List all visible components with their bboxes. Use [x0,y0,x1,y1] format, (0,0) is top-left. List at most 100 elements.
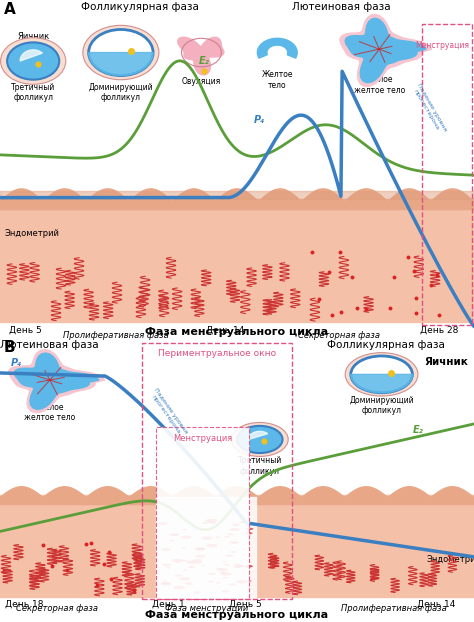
Circle shape [89,29,153,76]
Ellipse shape [216,568,223,570]
Circle shape [0,38,66,85]
Ellipse shape [225,554,233,557]
Ellipse shape [233,564,242,567]
Ellipse shape [246,580,252,582]
Ellipse shape [208,573,216,575]
Circle shape [231,422,288,457]
Text: День 1: День 1 [152,600,185,608]
FancyBboxPatch shape [156,427,249,600]
Ellipse shape [192,559,202,562]
Text: Фаза менструального цикла: Фаза менструального цикла [146,327,328,337]
Polygon shape [9,350,105,412]
Ellipse shape [244,565,253,568]
Ellipse shape [184,582,193,585]
Text: Периментруальное окно: Периментруальное окно [158,349,276,358]
Ellipse shape [220,572,227,573]
Ellipse shape [181,547,186,549]
Text: Лютеиновая фаза: Лютеиновая фаза [292,2,391,12]
Text: Зрелое
желтое тело: Зрелое желтое тело [354,75,405,95]
Ellipse shape [246,527,254,530]
Ellipse shape [229,583,236,585]
Ellipse shape [196,547,206,550]
Text: Яичник: Яичник [17,32,49,40]
Text: Желтое
тело: Желтое тело [262,70,293,90]
Polygon shape [14,353,99,409]
Polygon shape [105,37,137,46]
Ellipse shape [161,582,170,584]
Ellipse shape [201,536,213,540]
Polygon shape [340,14,432,86]
Text: Менструация: Менструация [173,434,232,443]
Ellipse shape [172,534,180,536]
Ellipse shape [161,582,171,585]
Text: P₄: P₄ [10,358,22,368]
Polygon shape [345,18,426,83]
Text: День 5: День 5 [229,600,262,608]
Text: День 14: День 14 [206,325,244,335]
Ellipse shape [180,560,187,562]
Ellipse shape [176,562,180,563]
Ellipse shape [183,570,188,571]
Ellipse shape [221,572,232,575]
Ellipse shape [175,575,182,577]
Text: Фолликулярная фаза: Фолликулярная фаза [328,340,445,350]
Ellipse shape [180,577,191,580]
Text: Пролиферативная фаза: Пролиферативная фаза [340,603,447,613]
Ellipse shape [227,533,234,536]
Text: Менструация: Менструация [415,40,469,50]
Polygon shape [178,37,224,75]
Ellipse shape [239,521,246,523]
Text: Эндометрий: Эндометрий [5,230,60,238]
Ellipse shape [194,547,204,550]
Text: Яичник: Яичник [424,356,468,366]
Text: День 18: День 18 [5,600,43,608]
Ellipse shape [208,580,214,582]
Ellipse shape [218,568,228,571]
Circle shape [237,426,283,453]
Text: Зрелое
желтое тело: Зрелое желтое тело [24,402,75,422]
Ellipse shape [230,551,237,553]
Ellipse shape [237,580,247,583]
Text: День 28: День 28 [420,325,459,335]
Text: Фаза менструального цикла: Фаза менструального цикла [146,610,328,620]
Ellipse shape [158,522,167,525]
Text: Овуляция: Овуляция [182,77,221,86]
Ellipse shape [171,559,182,562]
Text: E₂: E₂ [412,425,423,435]
Polygon shape [89,52,153,76]
Text: Лютеиновая фаза: Лютеиновая фаза [0,340,99,350]
Ellipse shape [169,540,175,541]
Ellipse shape [245,532,253,534]
Text: Третичный
фолликул: Третичный фолликул [11,83,55,103]
Text: P₄: P₄ [254,115,265,125]
Ellipse shape [222,561,227,562]
Ellipse shape [216,582,221,583]
Ellipse shape [215,536,221,538]
Ellipse shape [238,565,244,567]
Text: Секреторная фаза: Секреторная фаза [298,330,380,340]
Ellipse shape [223,577,228,578]
Text: Доминирующий
фолликул: Доминирующий фолликул [349,396,414,415]
Text: День 14: День 14 [417,600,455,608]
Ellipse shape [229,541,239,544]
Ellipse shape [189,567,193,569]
Ellipse shape [224,536,230,537]
Polygon shape [351,374,412,392]
Text: Фолликулярная фаза: Фолликулярная фаза [81,2,199,12]
Ellipse shape [229,528,240,531]
Text: A: A [4,2,16,17]
Text: B: B [4,340,16,355]
Ellipse shape [162,564,171,566]
Text: Падение уровня
прогестерона: Падение уровня прогестерона [148,388,188,438]
Ellipse shape [173,586,185,590]
Ellipse shape [182,529,187,531]
Ellipse shape [221,590,229,593]
Polygon shape [257,39,297,58]
Ellipse shape [206,519,218,522]
Circle shape [345,353,418,396]
Ellipse shape [206,544,218,547]
Text: Доминирующий
фолликул: Доминирующий фолликул [89,83,153,103]
Polygon shape [20,50,42,61]
Circle shape [7,42,59,80]
Text: Пролиферативная фаза: Пролиферативная фаза [63,330,169,340]
